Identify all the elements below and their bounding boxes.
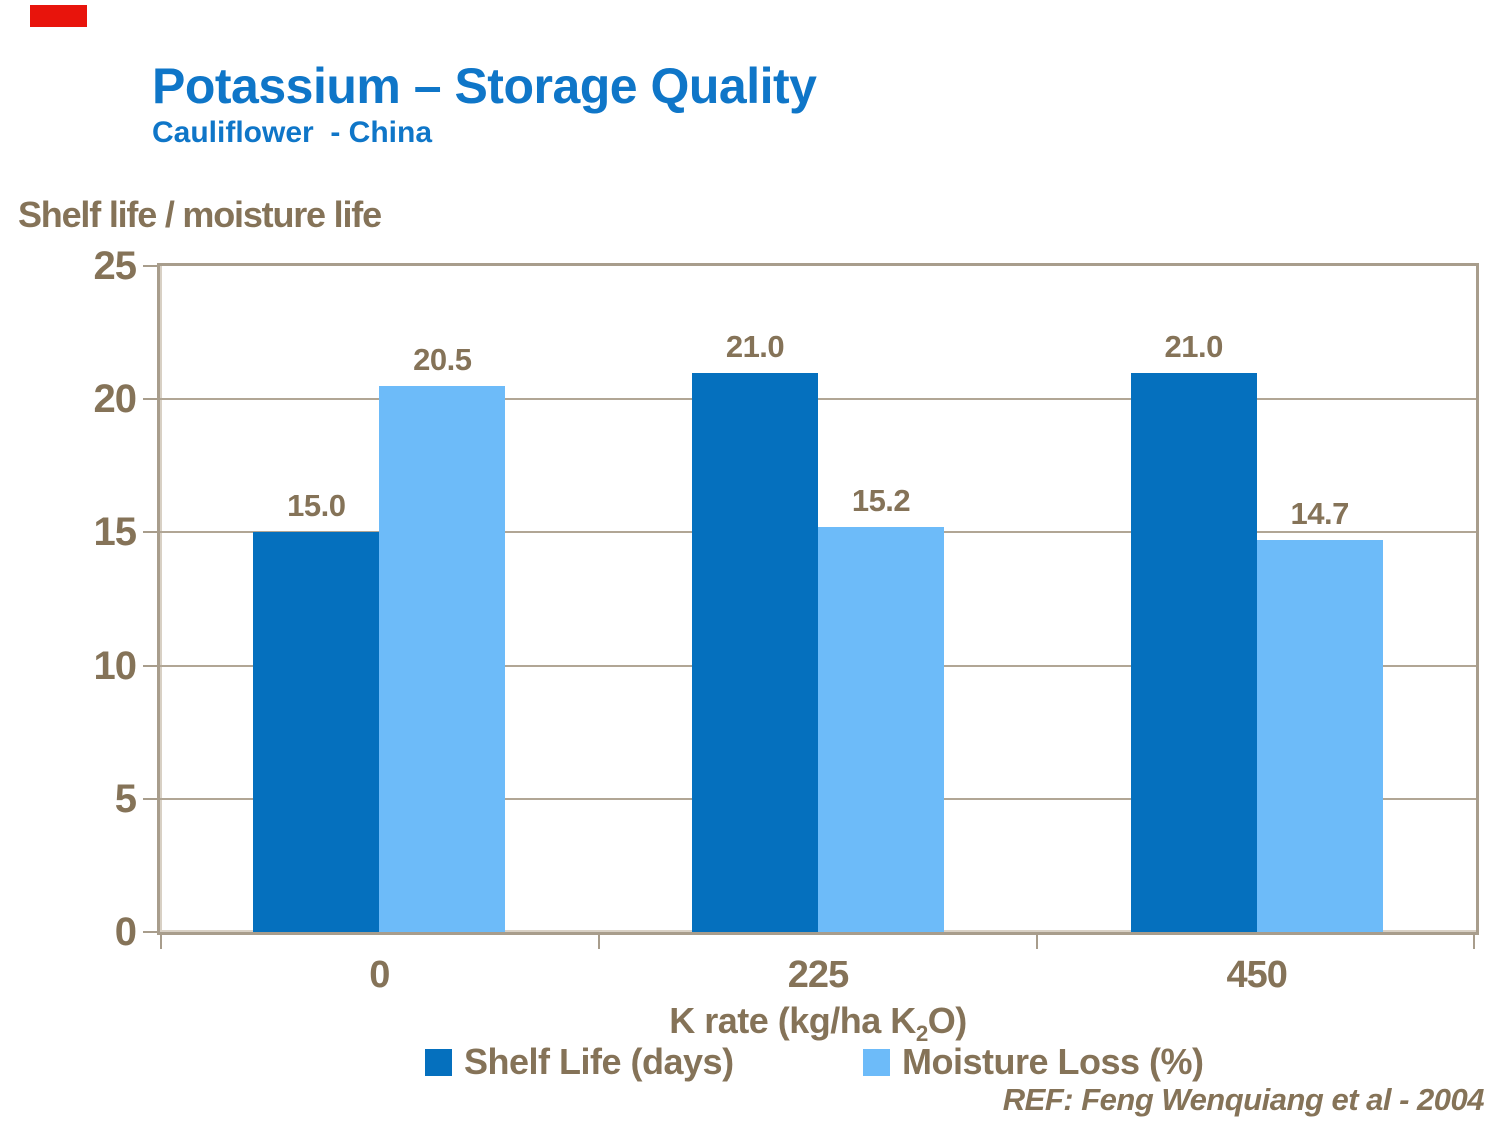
bar-value-label: 15.0	[287, 488, 346, 524]
legend-item: Shelf Life (days)	[425, 1041, 734, 1082]
bar-value-label: 20.5	[413, 341, 472, 377]
x-tick-label: 0	[369, 954, 390, 996]
y-tick-label: 15	[93, 510, 138, 555]
slide-title: Potassium – Storage Quality	[152, 58, 817, 114]
x-tick-label: 450	[1226, 954, 1287, 996]
bar-moisture-loss	[1256, 540, 1383, 932]
bar-shelf-life-days	[1130, 372, 1257, 932]
x-axis-title: K rate (kg/ha K2O)	[160, 1000, 1476, 1047]
legend-label: Shelf Life (days)	[464, 1041, 734, 1082]
bar-value-label: 21.0	[1164, 328, 1223, 364]
plot-frame	[157, 263, 1479, 935]
x-axis-title-post: O)	[927, 1000, 968, 1041]
bar-moisture-loss	[379, 385, 506, 932]
legend-item: Moisture Loss (%)	[863, 1041, 1204, 1082]
x-tick-mark	[160, 935, 162, 949]
y-tick-label: 20	[93, 377, 138, 422]
bar-value-label: 14.7	[1290, 496, 1349, 532]
legend-swatch-icon	[425, 1048, 452, 1076]
legend-swatch-icon	[863, 1048, 890, 1076]
y-tick-mark	[143, 265, 160, 267]
y-tick-label: 0	[114, 910, 137, 954]
x-tick-label: 225	[787, 954, 849, 996]
y-tick-mark	[143, 797, 160, 800]
legend-label: Moisture Loss (%)	[902, 1041, 1204, 1082]
y-tick-label: 5	[114, 776, 137, 821]
y-tick-label: 10	[93, 643, 138, 688]
x-tick-mark	[1036, 935, 1039, 949]
x-axis-title-subscript: 2	[915, 1021, 928, 1047]
reference-text: REF: Feng Wenquiang et al - 2004	[1002, 1082, 1485, 1117]
bar-value-label: 21.0	[725, 328, 785, 364]
y-tick-label: 25	[93, 244, 138, 288]
gridline	[160, 398, 1476, 401]
x-tick-mark	[1473, 935, 1475, 949]
y-axis-caption: Shelf life / moisture life	[18, 194, 382, 235]
slide-subtitle: Cauliflower - China	[152, 116, 433, 149]
y-tick-mark	[143, 398, 160, 401]
plot-area: 15.0 21.0 21.0 20.5 15.2 14.7	[160, 266, 1476, 932]
bar-value-label: 15.2	[851, 483, 911, 519]
y-tick-mark	[143, 664, 160, 667]
y-tick-mark	[143, 531, 160, 534]
x-tick-mark	[597, 935, 600, 949]
y-tick-mark	[143, 931, 160, 933]
x-axis-title-pre: K rate (kg/ha K	[669, 1000, 916, 1041]
bar-moisture-loss	[818, 527, 944, 932]
red-accent-block	[30, 5, 87, 27]
bar-shelf-life-days	[253, 532, 380, 932]
bar-shelf-life-days	[692, 372, 818, 932]
